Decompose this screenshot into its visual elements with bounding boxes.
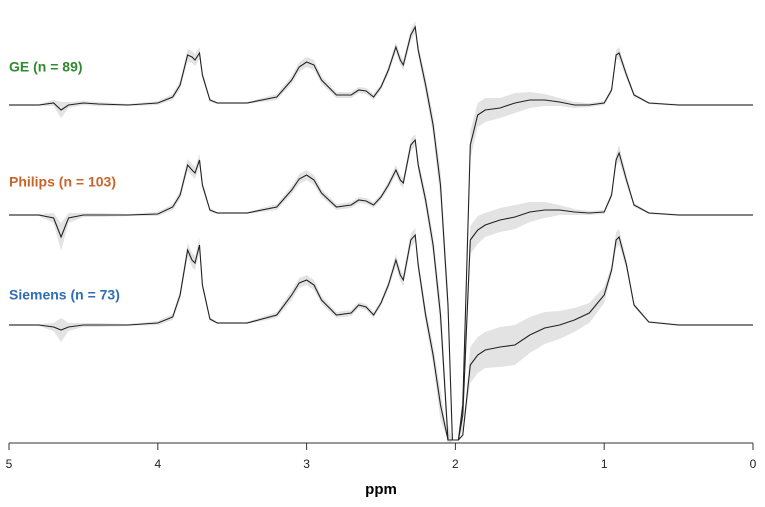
spread-band (9, 134, 753, 443)
x-tick-label: 2 (452, 457, 459, 471)
x-axis-label: ppm (365, 481, 397, 498)
series-label: Philips (n = 103) (9, 174, 116, 190)
spectrum-line (9, 138, 753, 441)
x-tick-label: 4 (154, 457, 161, 471)
x-tick-label: 1 (601, 457, 608, 471)
x-tick-label: 0 (750, 457, 757, 471)
spread-band (9, 21, 753, 440)
spectrum-line (9, 233, 753, 441)
series-label: Siemens (n = 73) (9, 287, 120, 303)
plot-area (9, 21, 753, 443)
series-label: GE (n = 89) (9, 59, 83, 75)
spectrum-line (9, 25, 753, 441)
spread-band (9, 228, 753, 440)
x-tick-label: 3 (303, 457, 310, 471)
x-tick-label: 5 (6, 457, 13, 471)
